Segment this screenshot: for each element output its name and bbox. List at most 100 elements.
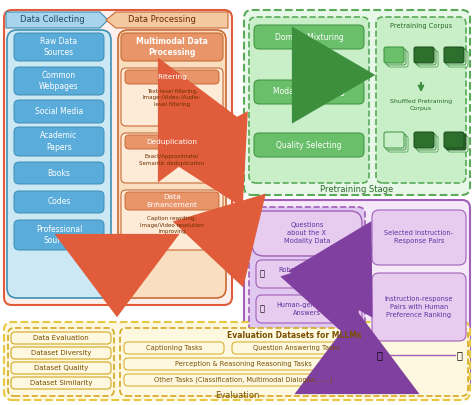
FancyBboxPatch shape xyxy=(256,260,362,288)
FancyBboxPatch shape xyxy=(11,347,111,359)
FancyBboxPatch shape xyxy=(8,328,114,396)
FancyBboxPatch shape xyxy=(120,328,468,396)
FancyBboxPatch shape xyxy=(416,134,436,150)
FancyBboxPatch shape xyxy=(7,30,111,298)
Text: Data Collecting: Data Collecting xyxy=(20,15,84,24)
FancyBboxPatch shape xyxy=(11,332,111,344)
FancyBboxPatch shape xyxy=(446,49,466,65)
Text: Pretraining Stage: Pretraining Stage xyxy=(320,185,393,194)
FancyBboxPatch shape xyxy=(372,210,466,265)
Text: Dataset Diversity: Dataset Diversity xyxy=(31,350,91,356)
FancyBboxPatch shape xyxy=(244,200,470,392)
Text: Data Evaluation: Data Evaluation xyxy=(33,335,89,341)
Text: Robot-generated
Answers: Robot-generated Answers xyxy=(279,267,335,281)
FancyBboxPatch shape xyxy=(384,132,404,148)
FancyBboxPatch shape xyxy=(388,51,408,67)
Text: Dataset Quality: Dataset Quality xyxy=(34,365,88,371)
FancyBboxPatch shape xyxy=(249,17,369,183)
FancyBboxPatch shape xyxy=(249,207,365,385)
FancyBboxPatch shape xyxy=(376,17,466,183)
Text: Multimodal Data
Processing: Multimodal Data Processing xyxy=(136,37,208,57)
FancyBboxPatch shape xyxy=(254,133,364,157)
FancyBboxPatch shape xyxy=(254,25,364,49)
Text: Question Answering Tasks: Question Answering Tasks xyxy=(254,345,340,351)
Text: Raw Data
Sources: Raw Data Sources xyxy=(40,37,78,57)
FancyBboxPatch shape xyxy=(14,127,104,156)
Text: Dataset Similarity: Dataset Similarity xyxy=(30,380,92,386)
FancyBboxPatch shape xyxy=(414,132,434,148)
FancyBboxPatch shape xyxy=(386,49,406,65)
Text: Text-level filtering,
Image-/Video-/Audio-
level filtering: Text-level filtering, Image-/Video-/Audi… xyxy=(143,89,201,107)
Text: 👍: 👍 xyxy=(456,350,462,360)
FancyBboxPatch shape xyxy=(121,133,223,183)
FancyBboxPatch shape xyxy=(256,295,362,323)
FancyBboxPatch shape xyxy=(11,377,111,389)
FancyBboxPatch shape xyxy=(121,190,223,250)
FancyBboxPatch shape xyxy=(124,374,362,386)
Text: Books: Books xyxy=(47,168,71,177)
FancyBboxPatch shape xyxy=(4,10,232,305)
Text: Deduplication: Deduplication xyxy=(146,139,198,145)
FancyBboxPatch shape xyxy=(232,342,362,354)
FancyBboxPatch shape xyxy=(121,68,223,126)
Text: Modality Mixturing: Modality Mixturing xyxy=(273,87,345,96)
FancyBboxPatch shape xyxy=(448,51,468,67)
FancyBboxPatch shape xyxy=(388,136,408,152)
Text: Evaluation Datasets for MLLMs: Evaluation Datasets for MLLMs xyxy=(227,332,361,341)
FancyBboxPatch shape xyxy=(118,30,226,298)
Text: Pretraining Corpus: Pretraining Corpus xyxy=(390,23,452,29)
Text: Professional
Sources: Professional Sources xyxy=(36,225,82,245)
Text: Common
Webpages: Common Webpages xyxy=(39,71,79,91)
Text: Academic
Papers: Academic Papers xyxy=(40,132,78,151)
Text: Data
Enhancement: Data Enhancement xyxy=(146,194,198,208)
FancyBboxPatch shape xyxy=(125,192,219,210)
FancyBboxPatch shape xyxy=(252,211,362,256)
FancyBboxPatch shape xyxy=(244,10,470,195)
FancyBboxPatch shape xyxy=(14,67,104,95)
FancyBboxPatch shape xyxy=(124,358,362,370)
Text: Caption rewriting,
Image/Video resolution
improving: Caption rewriting, Image/Video resolutio… xyxy=(140,216,204,234)
FancyBboxPatch shape xyxy=(254,80,364,104)
Text: Quality Selecting: Quality Selecting xyxy=(276,141,342,149)
FancyBboxPatch shape xyxy=(14,100,104,123)
FancyBboxPatch shape xyxy=(448,136,468,152)
FancyBboxPatch shape xyxy=(418,51,438,67)
FancyBboxPatch shape xyxy=(11,362,111,374)
FancyBboxPatch shape xyxy=(416,49,436,65)
Text: Exact/Approximate/
Semantic deduplication: Exact/Approximate/ Semantic deduplicatio… xyxy=(139,154,205,166)
FancyBboxPatch shape xyxy=(4,322,470,400)
FancyBboxPatch shape xyxy=(386,134,406,150)
FancyBboxPatch shape xyxy=(124,342,224,354)
Polygon shape xyxy=(106,12,228,28)
Text: Evaluation: Evaluation xyxy=(215,392,259,401)
FancyBboxPatch shape xyxy=(414,47,434,63)
FancyBboxPatch shape xyxy=(14,33,104,61)
Text: Instruction-response
Pairs with Human
Preference Ranking: Instruction-response Pairs with Human Pr… xyxy=(385,296,453,318)
Text: Codes: Codes xyxy=(47,198,71,207)
Text: Perception & Reasoning Reasoning Tasks: Perception & Reasoning Reasoning Tasks xyxy=(174,361,311,367)
FancyBboxPatch shape xyxy=(125,135,219,149)
Polygon shape xyxy=(6,12,108,28)
FancyBboxPatch shape xyxy=(14,220,104,250)
Text: Questions
about the X
Modality Data: Questions about the X Modality Data xyxy=(284,222,330,243)
FancyBboxPatch shape xyxy=(125,70,219,84)
FancyBboxPatch shape xyxy=(121,33,223,61)
Text: Filtering: Filtering xyxy=(157,74,187,80)
Text: 👎: 👎 xyxy=(376,350,382,360)
Text: Other Tasks (Classification, Multimodal Dialogue,......): Other Tasks (Classification, Multimodal … xyxy=(154,377,332,383)
Text: Social Media: Social Media xyxy=(35,107,83,116)
FancyBboxPatch shape xyxy=(418,136,438,152)
Text: 🧠: 🧠 xyxy=(260,305,265,313)
FancyBboxPatch shape xyxy=(14,162,104,184)
Text: Shuffled Pretraining
Corpus: Shuffled Pretraining Corpus xyxy=(390,99,452,111)
FancyBboxPatch shape xyxy=(14,191,104,213)
Text: Data Processing: Data Processing xyxy=(128,15,196,24)
FancyBboxPatch shape xyxy=(444,47,464,63)
Text: Adaptation Stage: Adaptation Stage xyxy=(320,382,393,392)
Text: Human-generated
Answers: Human-generated Answers xyxy=(276,302,337,316)
Text: Selected Instruction-
Response Pairs: Selected Instruction- Response Pairs xyxy=(384,230,454,244)
FancyBboxPatch shape xyxy=(446,134,466,150)
FancyBboxPatch shape xyxy=(372,273,466,341)
Text: 🤖: 🤖 xyxy=(260,269,265,279)
FancyBboxPatch shape xyxy=(444,132,464,148)
